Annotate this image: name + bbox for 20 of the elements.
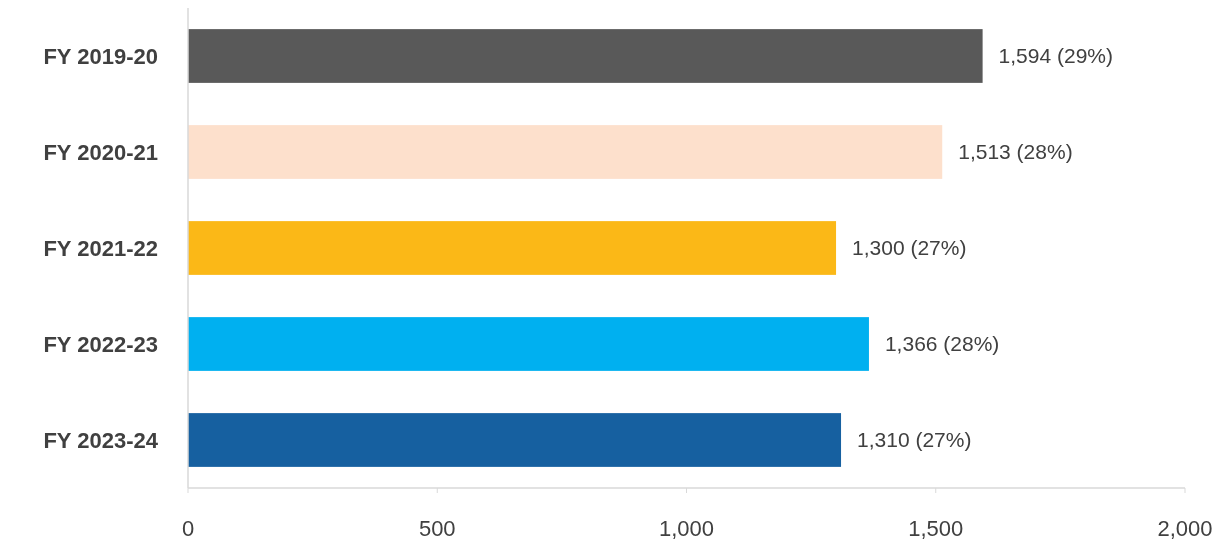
bar	[188, 317, 869, 371]
data-label: 1,300 (27%)	[852, 236, 967, 260]
y-tick-label: FY 2020-21	[43, 139, 158, 165]
x-tick-label: 500	[418, 516, 456, 541]
bar	[188, 29, 983, 83]
bar	[188, 413, 842, 467]
x-tick-label: 2,000	[1157, 516, 1213, 541]
x-tick-label: 1,000	[658, 516, 715, 541]
data-label: 1,513 (28%)	[958, 140, 1073, 164]
data-label: 1,310 (27%)	[857, 428, 972, 452]
y-tick-label: FY 2021-22	[43, 235, 158, 261]
y-tick-label: FY 2023-24	[43, 427, 159, 453]
bar	[188, 221, 837, 275]
x-tick-label: 0	[181, 516, 195, 541]
y-tick-label: FY 2022-23	[43, 331, 158, 357]
y-tick-label: FY 2019-20	[43, 43, 158, 69]
data-label: 1,594 (29%)	[998, 44, 1114, 68]
data-label: 1,366 (28%)	[884, 332, 1000, 356]
x-tick-label: 1,500	[908, 516, 964, 541]
bar	[188, 125, 943, 179]
